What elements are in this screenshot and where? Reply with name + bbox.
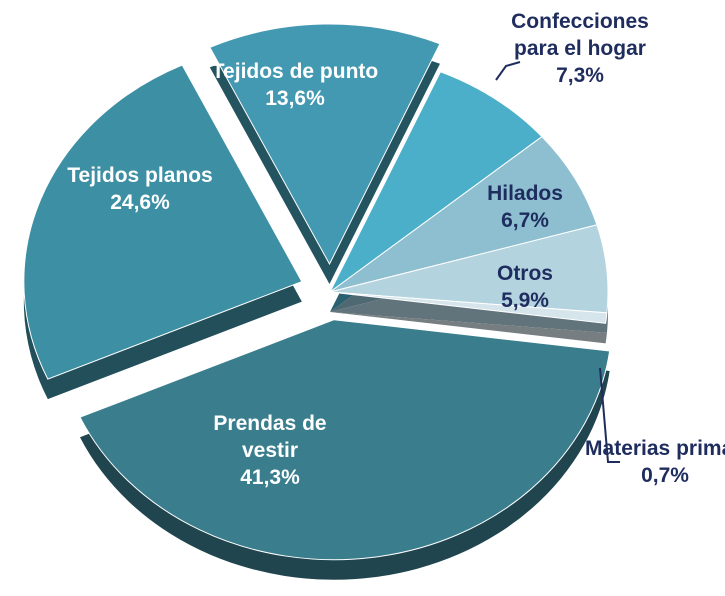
slice-label: Tejidos de punto 13,6% xyxy=(210,58,380,112)
slice-label: Otros 5,9% xyxy=(440,260,610,314)
slice xyxy=(329,136,598,293)
category-label: Tejidos de punto xyxy=(211,60,379,83)
category-label: Confecciones para el hogar xyxy=(511,10,649,60)
slice xyxy=(329,291,608,324)
category-label: Prendas de vestir xyxy=(213,412,327,462)
category-label: Otros xyxy=(496,262,553,285)
category-label: Tejidos planos xyxy=(67,164,213,187)
value-label: 5,9% xyxy=(501,289,549,312)
leader-line xyxy=(599,367,620,463)
slice xyxy=(23,64,303,380)
value-label: 13,6% xyxy=(265,87,325,110)
value-label: 6,7% xyxy=(501,209,549,232)
value-label: 41,3% xyxy=(240,466,300,489)
category-label: Hilados xyxy=(487,182,563,205)
slice-label: Tejidos planos 24,6% xyxy=(55,162,225,216)
slice xyxy=(329,71,543,293)
value-label: 0,7% xyxy=(641,464,689,487)
slice xyxy=(79,319,611,561)
value-label: 7,3% xyxy=(556,64,604,87)
slice-label: Hilados 6,7% xyxy=(440,180,610,234)
category-label: Materias primas xyxy=(585,437,725,460)
slice xyxy=(209,23,441,266)
value-label: 24,6% xyxy=(110,191,170,214)
slice-side xyxy=(330,312,607,344)
slice-label: Materias primas 0,7% xyxy=(580,435,725,489)
leader-line xyxy=(495,61,521,81)
slice-label: Confecciones para el hogar 7,3% xyxy=(495,8,665,89)
slice-label: Prendas de vestir 41,3% xyxy=(185,410,355,491)
